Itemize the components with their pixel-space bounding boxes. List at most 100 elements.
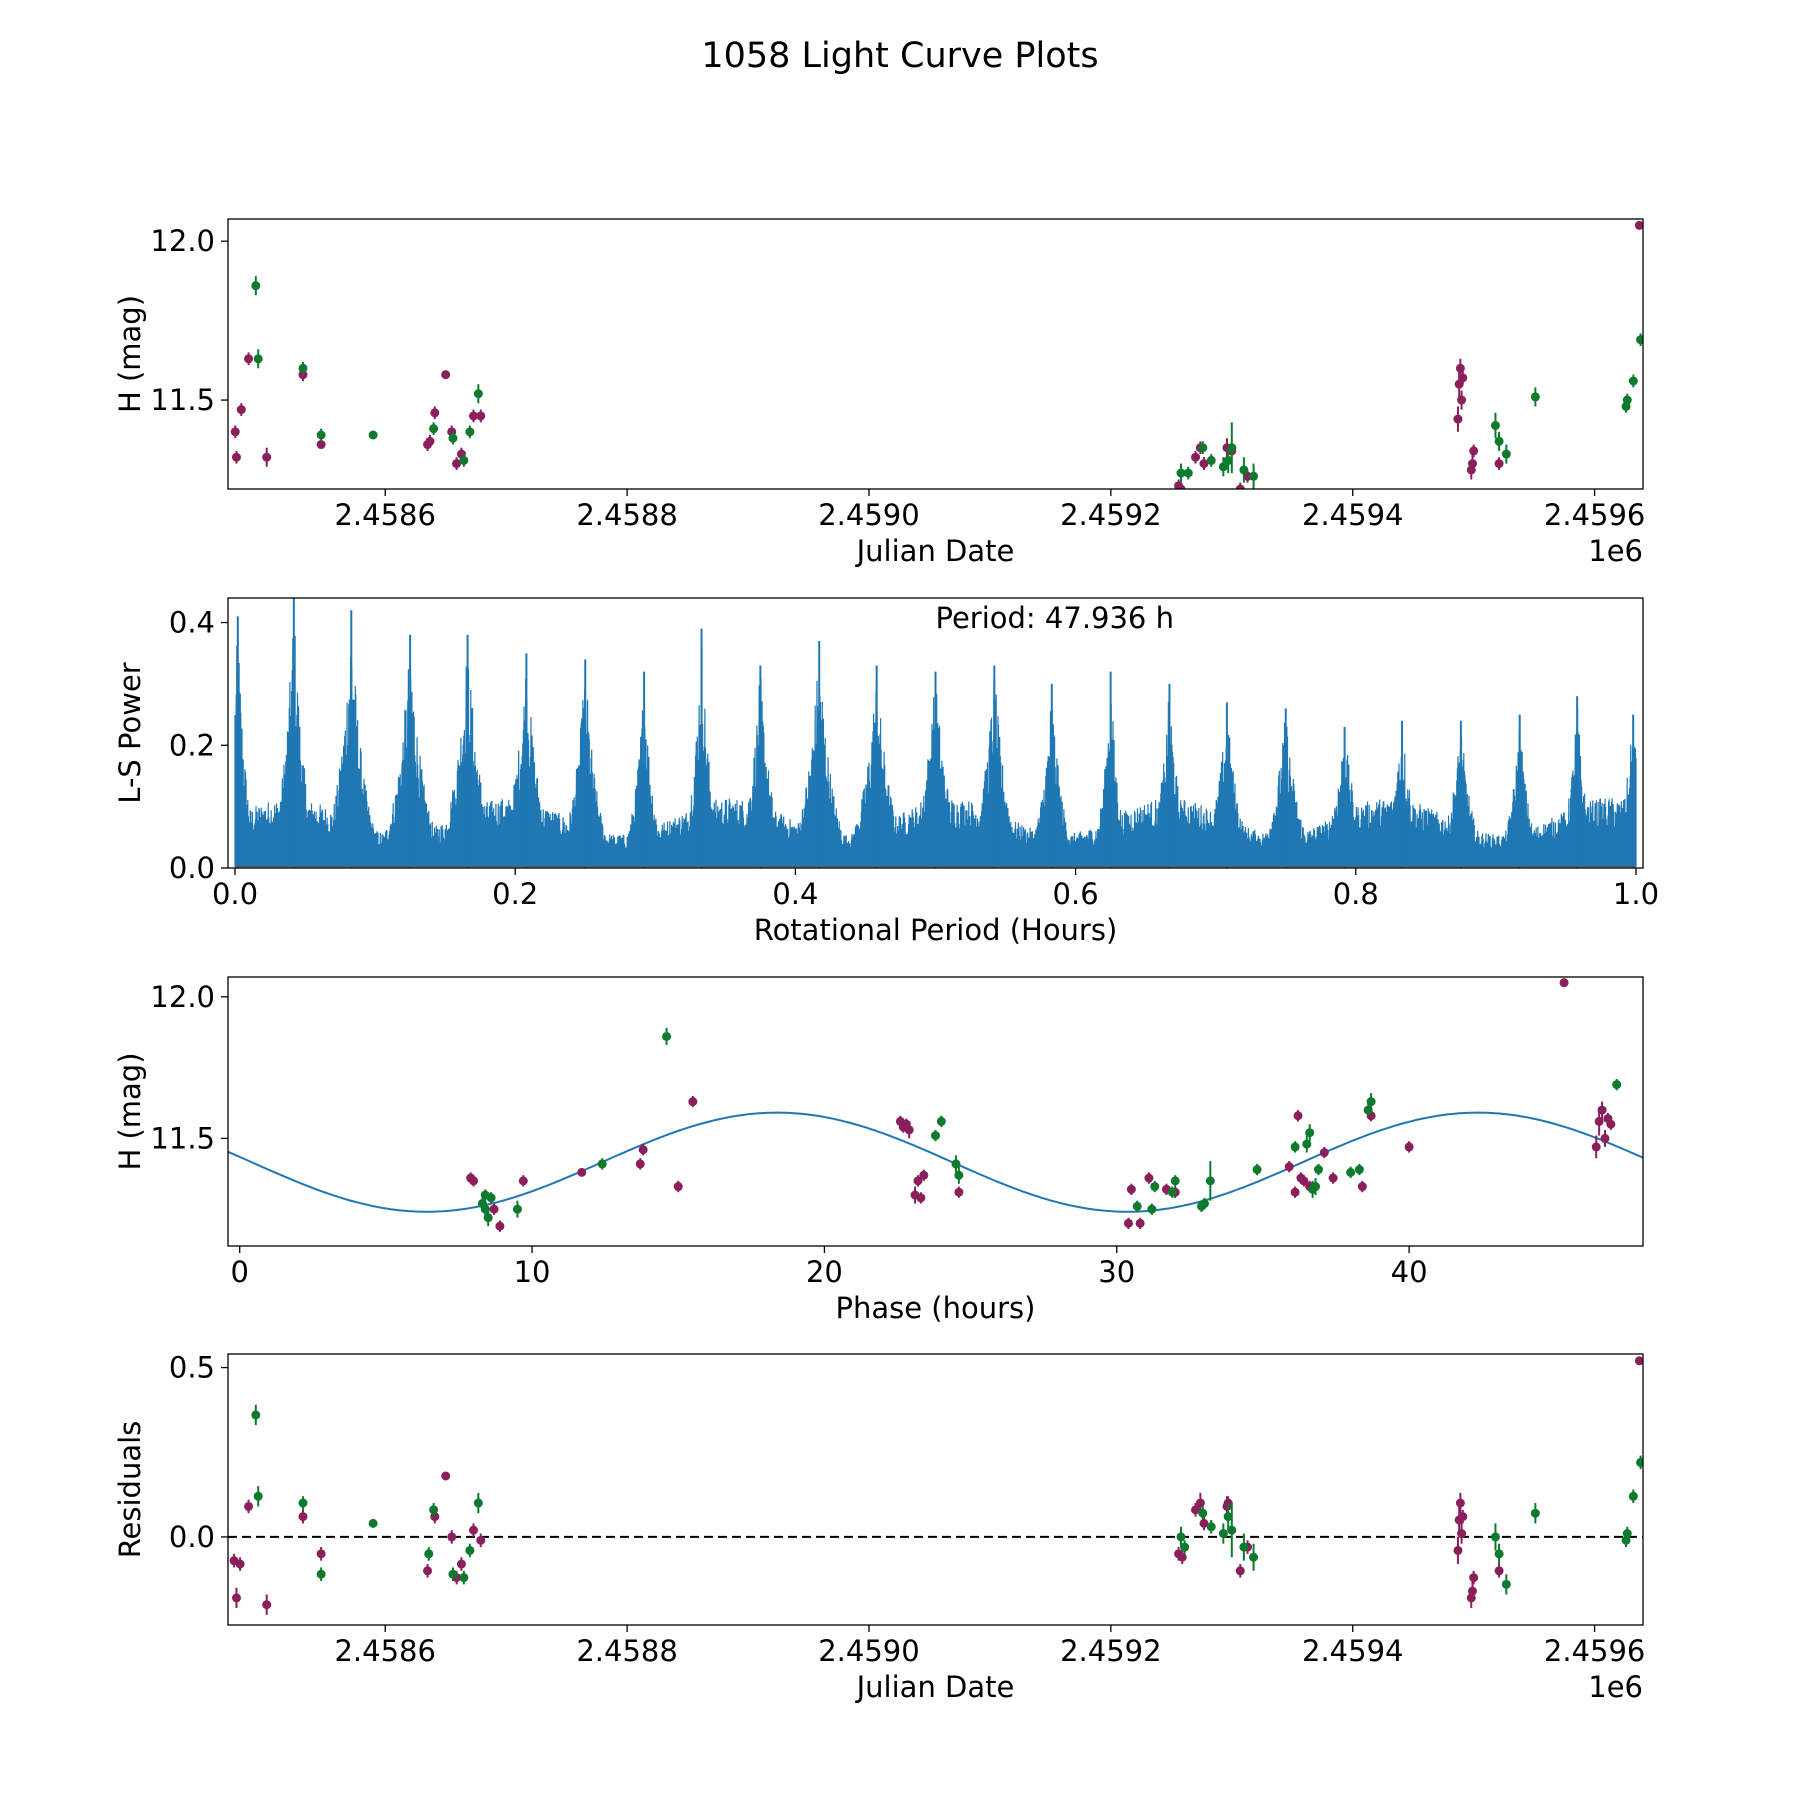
data-point xyxy=(1466,1593,1476,1603)
data-point xyxy=(1170,1176,1180,1186)
data-point xyxy=(298,363,308,373)
data-point xyxy=(465,427,475,437)
data-point xyxy=(1594,1116,1604,1126)
data-point xyxy=(1293,1111,1303,1121)
x-axis-label: Julian Date xyxy=(855,1670,1015,1704)
data-point xyxy=(1636,335,1643,345)
x-tick-label: 40 xyxy=(1391,1255,1428,1289)
data-point xyxy=(1469,1573,1479,1583)
axes-frame xyxy=(227,1353,1644,1626)
data-point xyxy=(1467,1586,1477,1596)
data-point xyxy=(253,354,263,364)
data-point xyxy=(1235,1566,1245,1576)
data-point xyxy=(298,1498,308,1508)
data-point xyxy=(452,459,462,469)
data-point xyxy=(230,427,240,437)
data-point xyxy=(1628,1491,1638,1501)
data-point xyxy=(1634,1356,1643,1366)
data-point xyxy=(429,424,439,434)
data-point xyxy=(1467,459,1477,469)
data-point xyxy=(262,1600,272,1610)
data-point xyxy=(1494,459,1504,469)
y-axis-label: H (mag) xyxy=(113,1052,147,1170)
data-point xyxy=(1458,373,1468,383)
x-tick-label: 2.4590 xyxy=(818,1634,919,1668)
x-tick-label: 2.4592 xyxy=(1060,1634,1161,1668)
data-point xyxy=(368,430,378,440)
x-tick-label: 2.4586 xyxy=(334,498,435,532)
x-tick-label: 2.4586 xyxy=(334,1634,435,1668)
data-point xyxy=(1313,1165,1323,1175)
data-point xyxy=(1346,1167,1356,1177)
data-point xyxy=(441,1471,451,1481)
data-point xyxy=(597,1159,607,1169)
data-point xyxy=(316,430,326,440)
data-point xyxy=(1199,459,1209,469)
data-point xyxy=(448,1569,458,1579)
data-point xyxy=(1357,1182,1367,1192)
data-point xyxy=(1621,1535,1631,1545)
data-point xyxy=(1126,1184,1136,1194)
x-tick-label: 30 xyxy=(1098,1255,1135,1289)
y-tick-label: 0.2 xyxy=(169,728,215,762)
plot-area xyxy=(228,978,1643,1232)
data-point xyxy=(1147,1204,1157,1214)
data-point xyxy=(1218,462,1228,472)
data-point xyxy=(1223,455,1233,465)
data-point xyxy=(1132,1201,1142,1211)
data-point xyxy=(1404,1142,1414,1152)
data-point xyxy=(638,1145,648,1155)
data-point xyxy=(316,440,326,450)
x-offset-label: 1e6 xyxy=(1588,534,1643,568)
data-point xyxy=(244,1501,254,1511)
data-point xyxy=(1176,1532,1186,1542)
data-point xyxy=(1455,363,1465,373)
x-tick-label: 20 xyxy=(806,1255,843,1289)
data-point xyxy=(476,411,486,421)
data-point xyxy=(1290,1187,1300,1197)
data-point xyxy=(1559,978,1569,988)
data-point xyxy=(1453,1545,1463,1555)
x-tick-label: 0.2 xyxy=(492,877,538,911)
data-point xyxy=(1530,392,1540,402)
data-point xyxy=(1167,1187,1177,1197)
data-point xyxy=(448,433,458,443)
data-point xyxy=(1597,1105,1607,1115)
data-point xyxy=(1176,484,1186,489)
data-point xyxy=(251,281,261,291)
data-point xyxy=(1199,1199,1209,1209)
data-point xyxy=(1490,1532,1500,1542)
series-magenta xyxy=(229,1356,1643,1615)
y-axis-label: L-S Power xyxy=(113,662,147,803)
y-tick-label: 11.5 xyxy=(150,383,215,417)
data-point xyxy=(688,1097,698,1107)
data-point xyxy=(1249,471,1259,481)
data-point xyxy=(577,1167,587,1177)
model-fit-line xyxy=(228,1111,1643,1213)
data-point xyxy=(1239,1542,1249,1552)
data-point xyxy=(1457,395,1467,405)
data-point xyxy=(1176,468,1186,478)
data-point xyxy=(1494,1566,1504,1576)
data-point xyxy=(1177,1552,1187,1562)
data-point xyxy=(913,1176,923,1186)
x-tick-label: 10 xyxy=(514,1255,551,1289)
plot-area xyxy=(230,220,1643,489)
x-tick-label: 2.4596 xyxy=(1544,498,1645,532)
series-magenta xyxy=(466,978,1616,1232)
data-point xyxy=(456,1559,466,1569)
data-point xyxy=(1144,1173,1154,1183)
x-tick-label: 2.4594 xyxy=(1302,498,1403,532)
data-point xyxy=(1183,468,1193,478)
data-point xyxy=(231,452,241,462)
data-point xyxy=(298,1512,308,1522)
y-tick-label: 0.4 xyxy=(169,606,215,640)
data-point xyxy=(1252,1165,1262,1175)
data-point xyxy=(1223,1512,1233,1522)
data-point xyxy=(1455,1498,1465,1508)
y-tick-label: 12.0 xyxy=(150,224,215,258)
data-point xyxy=(1150,1182,1160,1192)
data-point xyxy=(1469,446,1479,456)
data-point xyxy=(1206,1522,1216,1532)
chart-phased: 0 10 20 30 40 11.5 12.0 Phase (hours) H (mag) xyxy=(113,976,1644,1325)
